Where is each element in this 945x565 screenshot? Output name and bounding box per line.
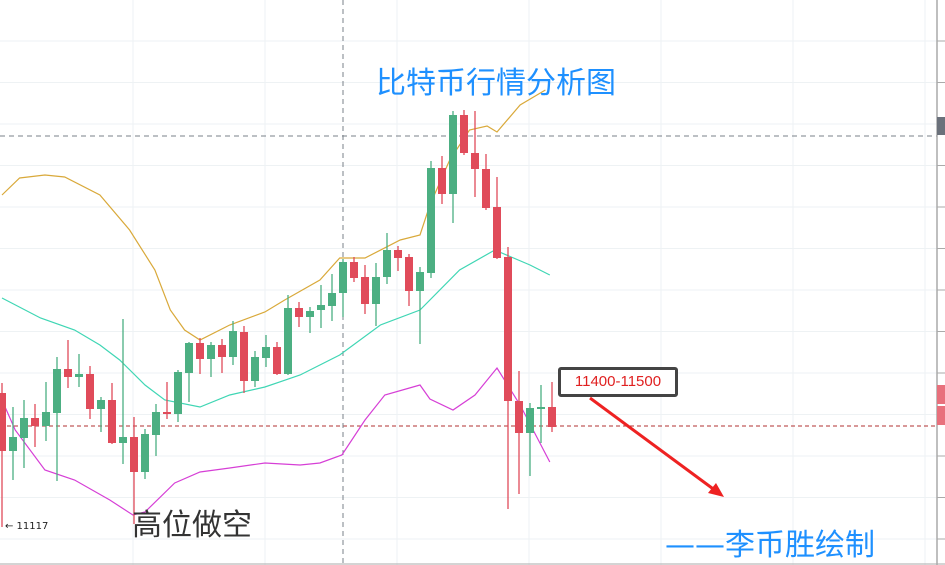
candle-body — [405, 257, 413, 291]
candle-body — [372, 277, 380, 304]
candle-body — [515, 401, 523, 433]
middle-band-line — [1, 249, 551, 408]
candle-body — [0, 393, 6, 451]
candle-body — [526, 408, 534, 433]
current-price-tag — [937, 385, 945, 404]
candle-body — [394, 250, 402, 258]
candle-body — [284, 308, 292, 374]
candle-body — [328, 293, 336, 306]
candle-body — [262, 347, 270, 358]
author-credit: ——李币胜绘制 — [665, 528, 875, 563]
candle-body — [130, 437, 138, 472]
candle-body — [350, 262, 358, 278]
candle-body — [482, 169, 490, 208]
candle-body — [119, 437, 127, 443]
candle-body — [416, 272, 424, 291]
candle-body — [185, 343, 193, 373]
candle-body — [196, 343, 204, 359]
current-price-tag — [937, 406, 945, 425]
low-price-marker: ← 11117 — [5, 521, 49, 532]
target-range-label: 11400-11500 — [558, 367, 678, 397]
candle-body — [317, 305, 325, 310]
candle-body — [53, 369, 61, 413]
candles — [0, 110, 556, 527]
candle-body — [361, 277, 369, 304]
arrow-icon — [589, 396, 724, 497]
candle-body — [240, 332, 248, 381]
candle-body — [207, 345, 215, 359]
candle-body — [152, 412, 160, 435]
candle-body — [42, 412, 50, 426]
candle-body — [163, 412, 171, 414]
candle-body — [97, 400, 105, 409]
candle-body — [108, 400, 116, 443]
candle-body — [229, 331, 237, 357]
chart-title: 比特币行情分析图 — [376, 66, 616, 101]
candle-body — [20, 418, 28, 438]
candle-body — [471, 153, 479, 169]
candle-body — [141, 434, 149, 472]
candle-body — [273, 347, 281, 374]
candle-body — [9, 437, 17, 451]
candle-body — [174, 372, 182, 414]
candle-body — [438, 168, 446, 194]
candle-body — [295, 308, 303, 317]
candle-body — [86, 374, 94, 409]
candle-body — [548, 407, 556, 427]
candle-body — [460, 115, 468, 153]
strategy-note: 高位做空 — [132, 508, 252, 543]
candle-body — [64, 369, 72, 377]
candle-body — [251, 357, 259, 381]
candle-body — [449, 115, 457, 194]
candle-body — [31, 418, 39, 426]
candle-body — [504, 257, 512, 401]
bollinger-bands — [1, 89, 551, 516]
crosshair-price-tag — [937, 117, 945, 135]
candle-body — [493, 207, 501, 258]
upper-band-line — [1, 89, 546, 341]
lower-band-line — [1, 366, 551, 516]
candle-body — [218, 345, 226, 357]
candle-body — [427, 168, 435, 273]
candle-body — [75, 374, 83, 377]
candle-body — [339, 262, 347, 293]
candle-body — [306, 311, 314, 317]
candle-body — [383, 250, 391, 277]
candle-body — [537, 407, 545, 409]
